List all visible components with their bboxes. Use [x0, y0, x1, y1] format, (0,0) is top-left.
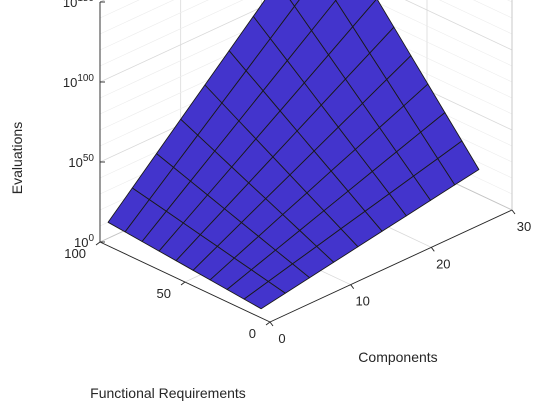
surface-patch [289, 0, 300, 7]
x-tick-label: 10 [355, 294, 369, 309]
y-tick-label: 0 [249, 326, 256, 341]
y-tick-label: 50 [157, 286, 171, 301]
x-tick-mark [269, 321, 274, 327]
z-tick-label: 10100 [63, 73, 95, 90]
x-axis-line [269, 209, 513, 323]
x-tick-mark [430, 247, 435, 252]
x-tick-label: 20 [436, 256, 450, 271]
x-tick-mark [511, 209, 516, 215]
y-tick-mark [265, 321, 271, 326]
y-axis-label: Functional Requirements [90, 385, 246, 401]
gridline-z-side [371, 0, 513, 67]
x-tick-label: 0 [278, 331, 285, 346]
z-axis-label: Evaluations [9, 122, 25, 194]
gridline-z-back [99, 0, 244, 67]
gridline-z-side [473, 0, 513, 19]
y-tick-label: 100 [64, 246, 86, 261]
y-axis-ticks: 0 50 100 [64, 241, 271, 341]
gridline-z-back [99, 0, 279, 83]
y-tick-mark [180, 281, 186, 286]
z-axis-ticks: 100 1050 10100 10150 [63, 0, 105, 250]
surface-patch [243, 281, 286, 310]
surface-mesh [107, 0, 480, 310]
x-axis-label: Components [358, 349, 437, 365]
x-axis-ticks: 0 10 20 30 [269, 209, 531, 346]
z-tick-label: 1050 [68, 153, 94, 170]
z-tick-label: 10150 [63, 0, 95, 10]
gridline-z-side [439, 0, 513, 35]
gridline-z-back [99, 0, 175, 35]
x-tick-label: 30 [517, 219, 531, 234]
gridline-z-back [99, 0, 209, 51]
gridline-z-side [404, 0, 513, 51]
z-tick-label: 100 [74, 233, 94, 250]
y-tick-mark [95, 241, 101, 246]
x-tick-mark [350, 284, 355, 289]
